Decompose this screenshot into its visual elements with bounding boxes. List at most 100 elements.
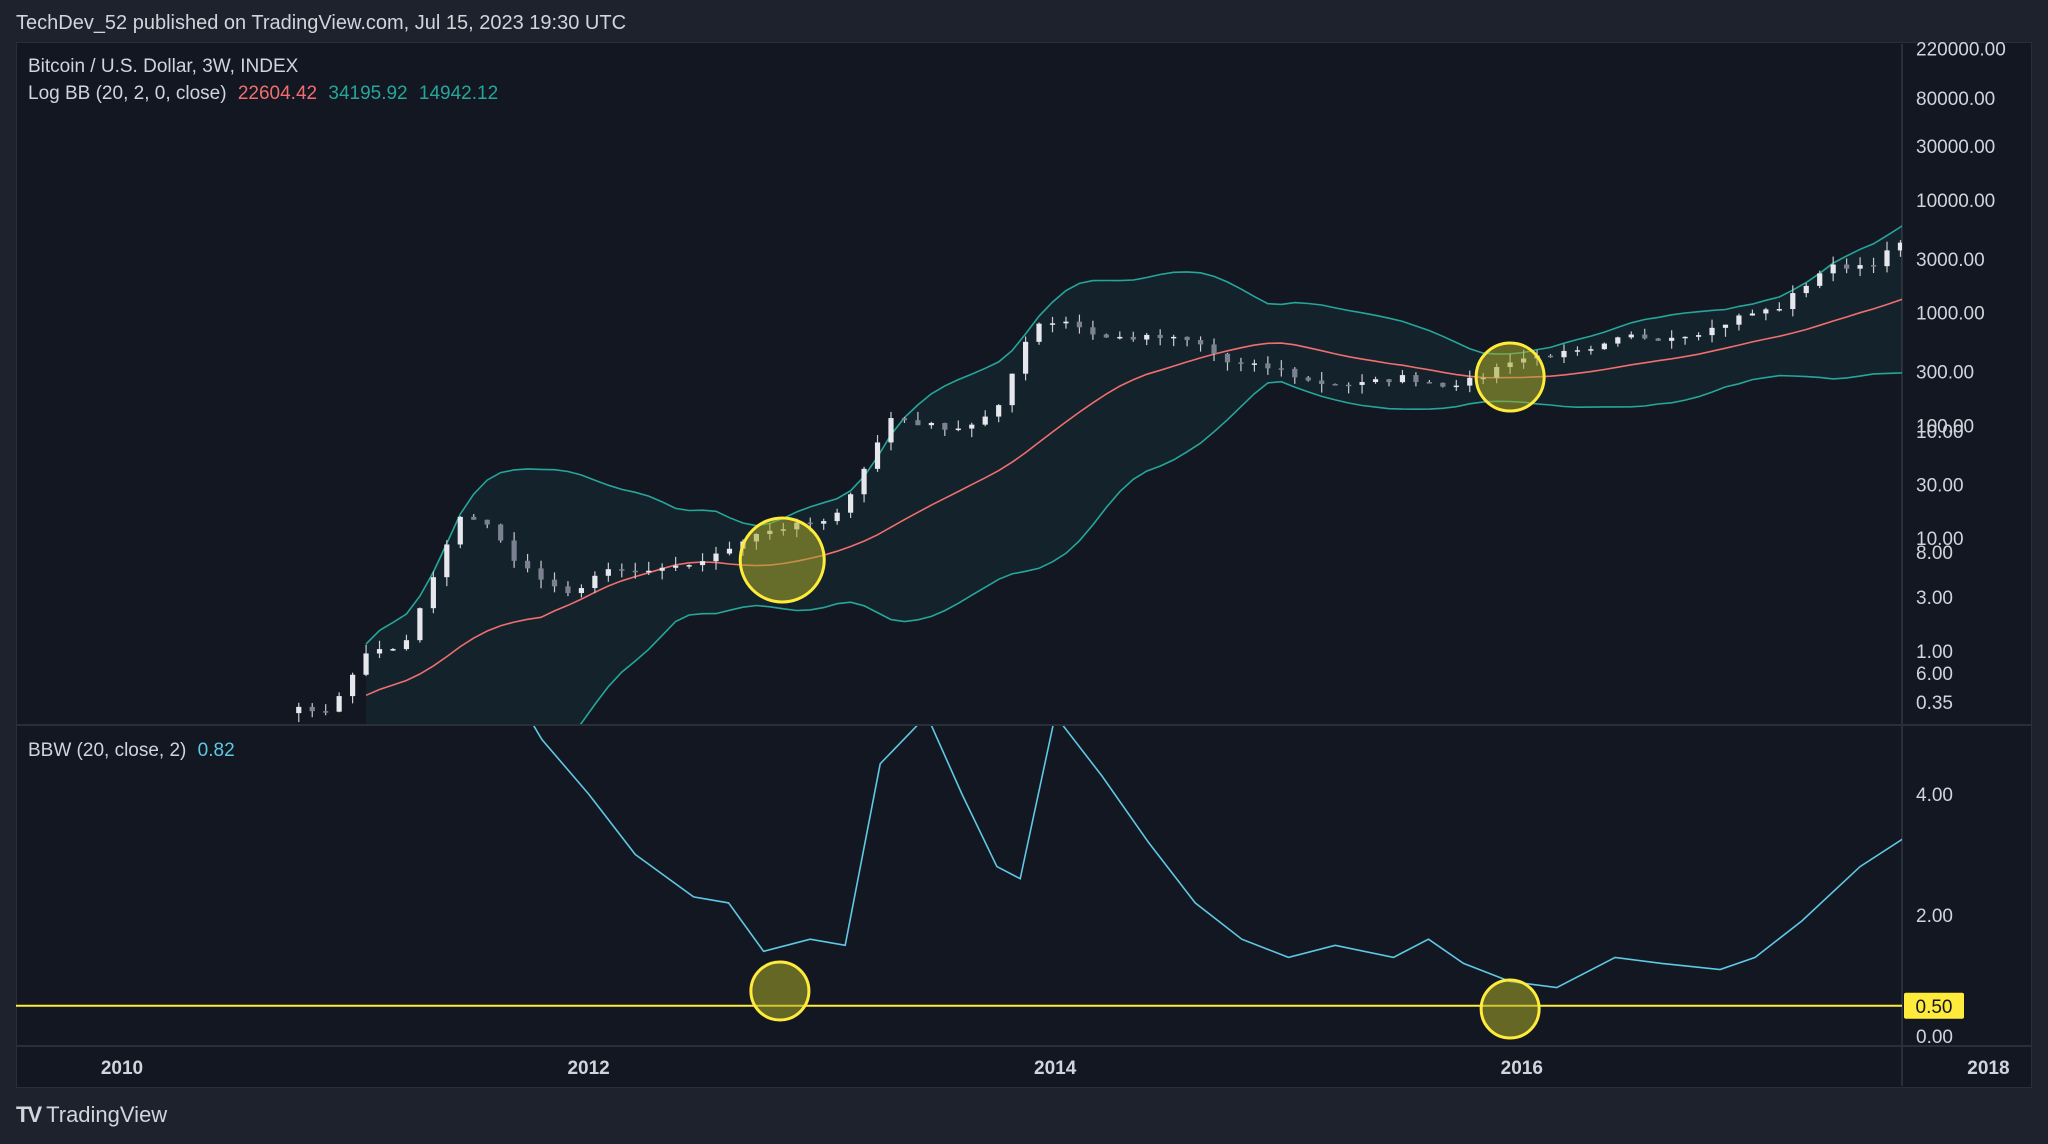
candle-down (1844, 264, 1850, 269)
bbw-label: BBW (20, close, 2) (28, 740, 187, 761)
publish-info: TechDev_52 published on TradingView.com,… (16, 12, 627, 34)
candle-down (1211, 344, 1217, 354)
candle-up (1467, 377, 1473, 386)
candle-down (538, 568, 544, 580)
bbw-tick-label: 2.00 (1916, 906, 1953, 927)
bbw-tick-label: 0.00 (1916, 1027, 1953, 1048)
tradingview-logo-icon: TV (16, 1102, 42, 1127)
candle-down (1238, 362, 1244, 364)
time-tick-label: 2010 (101, 1058, 143, 1079)
price-tick-label: 80000.00 (1916, 89, 1995, 110)
candle-down (323, 711, 329, 713)
candle-up (1682, 336, 1688, 339)
bbw-tick-label: 6.00 (1916, 664, 1953, 685)
price-tick-label: 10000.00 (1916, 191, 1995, 212)
candle-up (861, 468, 867, 495)
candle-down (1319, 380, 1325, 385)
bbw-tick-label: 10.00 (1916, 422, 1964, 443)
candle-down (632, 570, 638, 573)
candle-down (1426, 382, 1432, 384)
candle-up (1817, 273, 1823, 286)
candle-down (1305, 377, 1311, 381)
candle-down (471, 516, 477, 520)
bb-lower-value: 14942.12 (418, 83, 499, 104)
candle-down (1090, 327, 1096, 335)
time-tick-label: 2016 (1501, 1058, 1543, 1079)
candle-up (363, 653, 369, 675)
candle-up (969, 424, 975, 429)
candle-down (807, 522, 813, 525)
candle-up (1952, 212, 1957, 216)
candle-up (1561, 350, 1567, 358)
candle-up (1615, 337, 1621, 344)
candle-down (1346, 384, 1352, 387)
bbw-legend: BBW (20, close, 2) 0.82 (28, 740, 241, 762)
highlight-circle-bbw-2 (1479, 978, 1541, 1040)
candle-up (646, 570, 652, 573)
candle-up (996, 405, 1002, 417)
tradingview-brand[interactable]: TV TradingView (16, 1102, 167, 1128)
candle-up (1857, 265, 1863, 269)
candle-up (928, 422, 934, 426)
candle-up (444, 544, 450, 578)
candle-down (1440, 382, 1446, 387)
candle-up (1669, 337, 1675, 341)
price-tick-label: 1.00 (1916, 642, 1953, 663)
bb-lower-line (579, 371, 1902, 724)
candle-up (659, 567, 665, 571)
candle-up (390, 649, 396, 651)
symbol-legend: Bitcoin / U.S. Dollar, 3W, INDEX (28, 56, 304, 78)
candle-down (2019, 195, 2024, 200)
bb-basis-line (365, 298, 1902, 697)
bbw-tick-label: 4.00 (1916, 785, 1953, 806)
price-tick-label: 0.35 (1916, 693, 1953, 714)
candle-up (1695, 335, 1702, 337)
candle-down (915, 420, 921, 426)
threshold-badge-label: 0.50 (1916, 997, 1953, 1018)
candle-up (1049, 323, 1056, 325)
time-tick-label: 2012 (567, 1058, 609, 1079)
price-tick-label: 3000.00 (1916, 250, 1985, 271)
highlight-circle-price-2 (1474, 341, 1546, 413)
candle-up (1022, 341, 1029, 374)
bb-band-fill (366, 225, 1902, 724)
candle-up (1803, 285, 1809, 294)
candle-up (296, 706, 302, 714)
bbw-value: 0.82 (197, 740, 235, 761)
candle-down (1184, 336, 1190, 341)
candle-down (942, 422, 948, 430)
candle-down (1642, 334, 1648, 339)
candle-up (1399, 375, 1406, 383)
candle-up (699, 561, 706, 566)
candle-up (1359, 382, 1365, 385)
symbol-title: Bitcoin / U.S. Dollar, 3W, INDEX (28, 56, 299, 77)
chart-frame (16, 42, 2032, 1088)
candle-up (592, 575, 598, 589)
candle-up (673, 565, 679, 568)
price-tick-label: 30.00 (1916, 475, 1964, 496)
price-tick-label: 220000.00 (1916, 40, 2006, 61)
candle-up (1036, 323, 1042, 342)
candle-up (1709, 327, 1715, 336)
candle-down (551, 579, 558, 587)
candle-down (511, 540, 517, 561)
candle-up (1574, 350, 1581, 352)
candle-up (1171, 336, 1177, 339)
candle-down (1103, 334, 1109, 338)
candle-down (484, 519, 490, 525)
candle-up (1251, 363, 1258, 365)
candle-up (1763, 309, 1769, 314)
candle-down (1547, 355, 1554, 358)
candle-up (955, 428, 961, 431)
candle-up (1776, 309, 1782, 311)
candle-up (1979, 182, 1984, 189)
candles (296, 182, 2037, 723)
candle-up (1938, 216, 1943, 230)
candle-down (2032, 201, 2037, 206)
candle-up (1372, 379, 1379, 383)
candle-down (1992, 182, 1997, 187)
candle-down (1386, 379, 1392, 383)
candle-up (417, 608, 423, 641)
candle-up (1453, 385, 1459, 388)
